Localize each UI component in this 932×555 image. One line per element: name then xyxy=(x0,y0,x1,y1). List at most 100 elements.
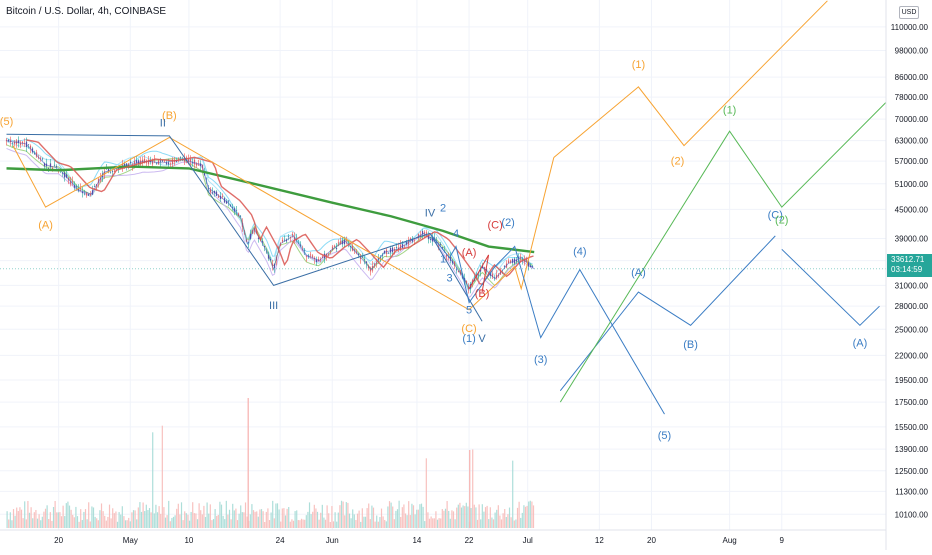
wave-label-blue: 4 xyxy=(453,228,459,240)
candle-body xyxy=(365,261,368,264)
volume-bar xyxy=(24,501,26,528)
candle-body xyxy=(199,163,202,167)
volume-bar xyxy=(30,507,32,528)
volume-bars xyxy=(6,398,535,528)
volume-bar xyxy=(515,519,517,528)
price-line xyxy=(6,140,535,290)
candle-body xyxy=(27,144,30,145)
volume-bar xyxy=(406,515,408,528)
volume-bar xyxy=(518,501,520,528)
volume-bar xyxy=(112,508,114,528)
candle-body xyxy=(421,231,424,235)
candle-body xyxy=(5,139,8,142)
volume-bar xyxy=(73,517,75,528)
volume-bar xyxy=(56,512,58,528)
volume-bar xyxy=(324,519,327,528)
volume-bar xyxy=(347,502,349,528)
volume-bar xyxy=(126,520,128,528)
volume-bar xyxy=(241,512,243,528)
volume-bar xyxy=(65,503,67,528)
candle-body xyxy=(169,163,172,165)
volume-bar xyxy=(469,450,471,528)
volume-bar xyxy=(438,518,440,528)
volume-bar xyxy=(444,508,447,528)
candle-body xyxy=(515,259,518,262)
candle-body xyxy=(37,157,40,159)
volume-bar xyxy=(148,508,151,528)
candle-body xyxy=(189,159,192,162)
volume-bar xyxy=(475,507,477,528)
candle-body xyxy=(205,178,208,180)
volume-bar xyxy=(161,425,163,528)
y-tick-label: 86000.00 xyxy=(895,73,929,82)
candle-body xyxy=(217,196,220,198)
volume-bar xyxy=(84,509,87,528)
y-tick-label: 19500.00 xyxy=(895,376,929,385)
volume-bar xyxy=(169,521,171,528)
band-overlay xyxy=(6,137,533,299)
y-tick-label: 10100.00 xyxy=(895,510,929,519)
candle-body xyxy=(235,210,238,212)
volume-bar xyxy=(236,520,239,528)
candle-body xyxy=(311,255,314,257)
candle-body xyxy=(247,242,250,244)
volume-bar xyxy=(489,507,491,528)
band-line xyxy=(6,147,533,299)
candle-body xyxy=(21,141,24,144)
volume-bar xyxy=(264,521,266,528)
volume-bar xyxy=(291,519,293,528)
currency-badge[interactable]: USD xyxy=(899,6,919,19)
volume-bar xyxy=(9,512,11,528)
candle-body xyxy=(97,179,100,183)
volume-bar xyxy=(326,505,328,528)
volume-bar xyxy=(516,507,519,528)
candle-body xyxy=(243,233,246,235)
volume-bar xyxy=(251,504,253,528)
volume-bar xyxy=(16,507,18,528)
wave-label-blue: (4) xyxy=(573,246,586,258)
wave-label-blue: (5) xyxy=(658,430,671,442)
volume-bar xyxy=(182,520,184,528)
wave-label-blue: (A) xyxy=(631,267,646,279)
volume-bar xyxy=(118,512,120,528)
volume-bar xyxy=(52,507,55,528)
wave-label-blue: 5 xyxy=(466,305,472,317)
candle-body xyxy=(509,260,512,263)
volume-bar xyxy=(198,503,200,528)
wave-label-blue: (C) xyxy=(768,210,783,222)
candle-body xyxy=(81,191,84,194)
x-tick-label: 24 xyxy=(276,536,285,545)
volume-bar xyxy=(196,519,199,528)
volume-bar xyxy=(252,510,255,528)
volume-bar xyxy=(304,519,306,528)
volume-bar xyxy=(134,510,136,528)
volume-bar xyxy=(201,514,203,528)
volume-bar xyxy=(51,520,53,528)
candle-body xyxy=(239,215,242,217)
volume-bar xyxy=(75,506,77,528)
candle-body xyxy=(457,270,460,273)
volume-bar xyxy=(99,510,101,528)
wave-count-labels: (5)(A)(B)(C)(1)(2)IIIIIIVV24135(1)(2)(3)… xyxy=(0,59,867,442)
volume-bar xyxy=(211,520,213,528)
volume-bar xyxy=(97,520,99,528)
volume-bar xyxy=(353,514,355,528)
candle-body xyxy=(207,188,210,190)
volume-bar xyxy=(19,507,21,528)
volume-bar xyxy=(441,509,443,528)
wave-label-green: (1) xyxy=(723,104,736,116)
candle-body xyxy=(493,277,496,278)
candle-body xyxy=(89,194,92,196)
volume-bar xyxy=(483,511,485,528)
volume-bar xyxy=(43,511,45,528)
candle-body xyxy=(333,245,336,247)
volume-bar xyxy=(104,515,106,528)
volume-bar xyxy=(428,518,431,528)
volume-bar xyxy=(11,520,13,528)
volume-bar xyxy=(235,508,237,528)
volume-bar xyxy=(480,519,482,528)
volume-bar xyxy=(128,517,130,528)
volume-bar xyxy=(180,502,183,528)
